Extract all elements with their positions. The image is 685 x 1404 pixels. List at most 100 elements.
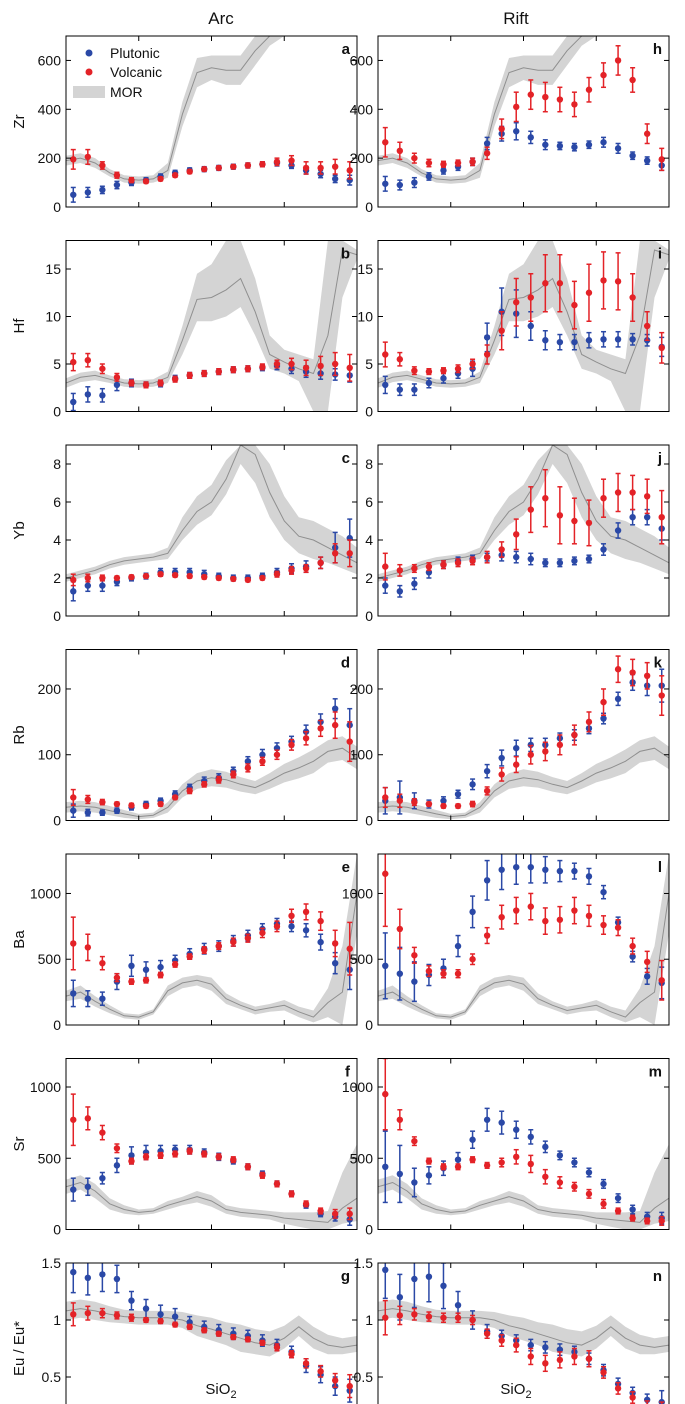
- volcanic-point: [142, 1153, 150, 1161]
- plutonic-marker: [382, 180, 389, 187]
- legend-item-volcanic: Volcanic: [85, 64, 162, 80]
- volcanic-marker: [215, 574, 222, 582]
- volcanic-marker: [259, 161, 266, 168]
- volcanic-marker: [142, 381, 150, 389]
- volcanic-marker: [425, 1157, 433, 1165]
- volcanic-point: [70, 916, 77, 971]
- plutonic-marker: [483, 767, 491, 775]
- plutonic-point: [585, 140, 593, 150]
- volcanic-marker: [128, 1157, 135, 1165]
- volcanic-point: [331, 929, 339, 958]
- y-tick-label: 0: [365, 813, 373, 829]
- volcanic-marker: [571, 101, 578, 108]
- volcanic-point: [157, 800, 164, 808]
- volcanic-point: [527, 273, 534, 322]
- volcanic-marker: [230, 575, 237, 583]
- volcanic-point: [128, 573, 135, 581]
- volcanic-marker: [513, 103, 520, 111]
- plutonic-point: [113, 807, 121, 815]
- volcanic-point: [483, 1328, 491, 1339]
- plutonic-point: [99, 185, 106, 195]
- volcanic-point: [556, 1176, 564, 1189]
- plutonic-point: [382, 932, 389, 1000]
- y-tick-label: 15: [45, 261, 61, 277]
- volcanic-marker: [230, 938, 237, 946]
- volcanic-marker: [556, 280, 564, 287]
- volcanic-marker: [84, 153, 92, 161]
- volcanic-point: [396, 351, 404, 367]
- volcanic-marker: [483, 553, 491, 561]
- volcanic-point: [317, 719, 324, 738]
- volcanic-marker: [302, 565, 310, 572]
- volcanic-point: [542, 81, 549, 113]
- plutonic-point: [600, 330, 607, 348]
- volcanic-point: [142, 1316, 150, 1324]
- plutonic-marker: [142, 966, 150, 973]
- volcanic-marker: [186, 787, 193, 795]
- volcanic-marker: [498, 546, 505, 553]
- volcanic-marker: [483, 787, 491, 795]
- volcanic-point: [513, 896, 520, 925]
- volcanic-marker: [600, 277, 607, 284]
- y-tick-label: 400: [38, 101, 62, 117]
- volcanic-marker: [658, 514, 665, 521]
- volcanic-marker: [643, 672, 651, 680]
- volcanic-point: [201, 573, 208, 581]
- y-tick-label: 1: [53, 1312, 61, 1328]
- plutonic-point: [629, 151, 636, 161]
- plot-area: [378, 1058, 669, 1230]
- volcanic-point: [454, 969, 462, 979]
- plutonic-point: [382, 1130, 389, 1204]
- volcanic-point: [186, 787, 193, 795]
- plutonic-point: [513, 739, 520, 757]
- volcanic-marker: [142, 1153, 150, 1161]
- plutonic-point: [396, 179, 404, 191]
- volcanic-point: [513, 277, 520, 327]
- volcanic-point: [440, 1163, 447, 1171]
- volcanic-point: [171, 961, 179, 968]
- volcanic-marker: [425, 368, 433, 375]
- plutonic-point: [70, 392, 77, 412]
- plutonic-marker: [542, 559, 549, 566]
- volcanic-point: [585, 1350, 593, 1368]
- plutonic-marker: [614, 695, 622, 703]
- volcanic-point: [70, 1302, 77, 1327]
- volcanic-marker: [498, 125, 505, 133]
- panel-i: 0 5 10 15 i: [357, 240, 670, 420]
- plutonic-point: [542, 1140, 549, 1154]
- plutonic-marker: [382, 381, 389, 389]
- plutonic-marker: [99, 809, 106, 816]
- volcanic-point: [215, 368, 222, 376]
- volcanic-point: [483, 550, 491, 564]
- y-tick-label: 1000: [30, 885, 61, 901]
- volcanic-marker: [614, 489, 622, 496]
- volcanic-marker: [440, 1314, 447, 1321]
- volcanic-marker: [201, 781, 208, 788]
- volcanic-marker: [483, 932, 491, 939]
- legend-item-mor: MOR: [73, 84, 143, 100]
- volcanic-marker: [571, 731, 578, 739]
- volcanic-point: [571, 896, 578, 925]
- volcanic-marker: [273, 1344, 281, 1351]
- plutonic-marker: [571, 867, 578, 875]
- plutonic-marker: [425, 173, 433, 180]
- y-tick-label: 500: [38, 1150, 62, 1166]
- volcanic-marker: [186, 572, 193, 580]
- plutonic-marker: [643, 514, 651, 521]
- y-tick-label: 400: [350, 101, 374, 117]
- volcanic-point: [186, 572, 193, 580]
- volcanic-marker: [273, 571, 281, 578]
- volcanic-marker: [454, 559, 462, 566]
- volcanic-point: [483, 344, 491, 365]
- volcanic-point: [396, 563, 404, 577]
- volcanic-marker: [70, 358, 77, 366]
- y-tick-label: 2: [365, 570, 373, 586]
- plutonic-point: [527, 1129, 534, 1145]
- volcanic-point: [585, 904, 593, 928]
- plutonic-marker: [527, 322, 534, 330]
- volcanic-point: [230, 575, 237, 583]
- plutonic-point: [331, 174, 339, 184]
- volcanic-marker: [128, 379, 135, 387]
- legend: Plutonic Volcanic MOR: [73, 45, 162, 100]
- volcanic-marker: [128, 978, 135, 985]
